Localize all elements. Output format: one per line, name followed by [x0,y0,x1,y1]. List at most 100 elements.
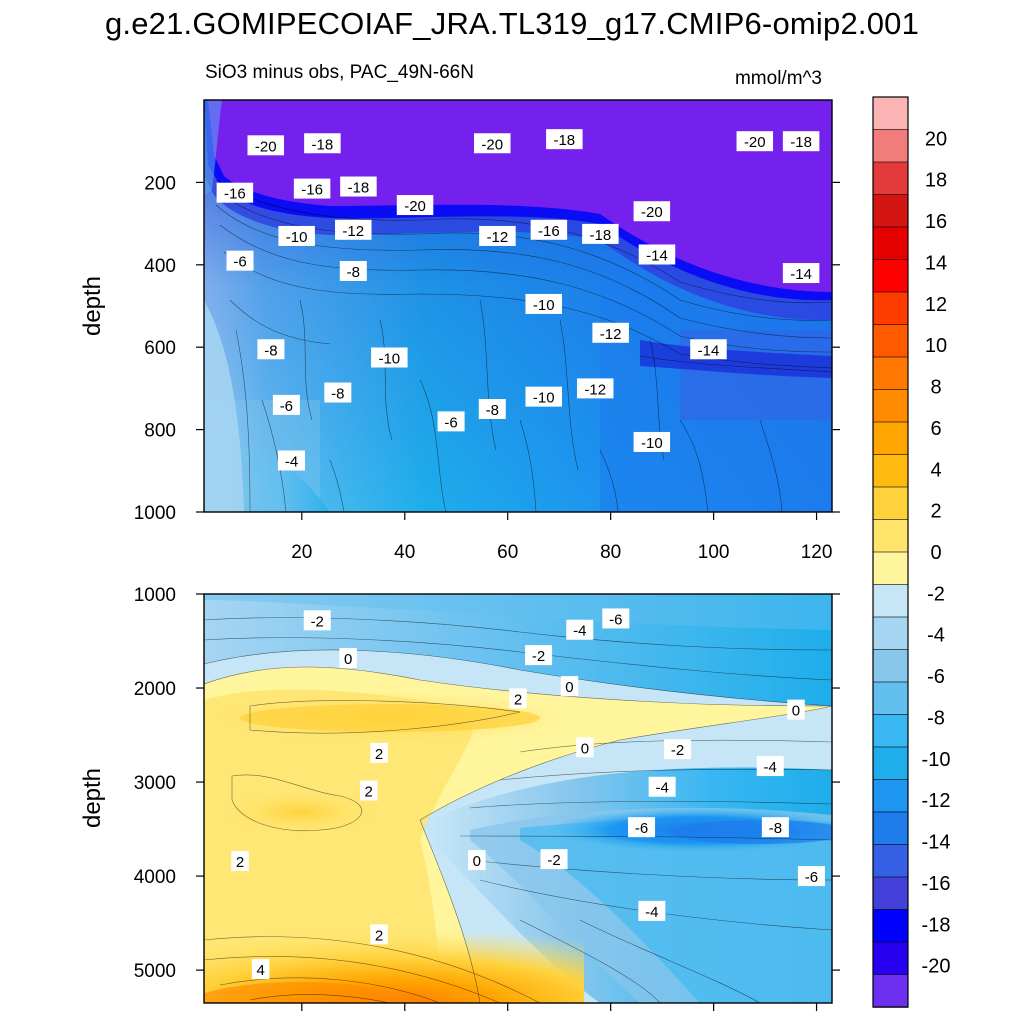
colorbar-swatch [872,649,909,683]
upper-contour-label: -6 [280,398,293,415]
upper-y-tick-label: 400 [144,256,176,277]
lower-contour-label-box [602,608,630,629]
colorbar-swatch [872,876,909,911]
upper-contour-label-box [546,129,583,150]
lower-contour-label: -4 [764,759,777,776]
upper-contour-label-box [278,450,306,471]
upper-contour-label-box [638,244,676,265]
upper-contour-label: -16 [224,186,246,203]
colorbar-label: -10 [922,749,951,771]
upper-contour-label-box [530,219,568,240]
lower-contour-label-box [251,959,270,980]
lower-contour-label-box [370,742,388,763]
colorbar-swatch [872,584,909,618]
colorbar-label: 2 [930,501,941,523]
upper-contour-label-box [633,431,671,452]
lower-plot-frame [203,593,833,1004]
upper-contour-label-box [576,378,614,399]
lower-contour-label-box [468,850,486,871]
upper-y-axis-title: depth [79,276,106,336]
lower-contour-label-box [540,849,568,870]
upper-contour-label-box [304,133,341,154]
upper-y-tick-label: 1000 [134,503,176,524]
lower-contour-label-box [628,817,656,838]
upper-contour-label-box [278,225,315,246]
colorbar-swatch [872,129,909,163]
upper-contour-label-box [371,347,408,368]
colorbar-swatch [872,551,909,586]
upper-contour-label-box [226,250,254,271]
lower-y-tick-label: 4000 [134,867,176,888]
lower-contour-label-box [664,739,692,760]
upper-contour-label: -14 [790,266,812,283]
colorbar-swatch [872,389,909,423]
lower-contour-label-box [648,776,676,797]
upper-contour-label: -10 [641,435,663,452]
colorbar-swatch [872,486,909,521]
upper-contour-label: -20 [641,204,663,221]
lower-contour-label: -2 [671,742,684,759]
upper-contour-label: -12 [600,326,622,343]
colorbar-swatch [872,844,909,878]
upper-contour-label: -10 [533,390,555,407]
lower-contour-labels: -2 -4 -6 0 -2 0 2 0 2 0 -2 -4 2 -4 -6 -8 2 0 -2 -6 -4 2 4 [231,608,825,980]
upper-contour-label-box [525,386,562,407]
upper-contour-label-box [339,260,367,281]
upper-contour-label-box [479,225,516,246]
upper-contour-label-box [324,382,352,403]
upper-contour-label-box [525,293,562,314]
upper-contour-label: -8 [347,264,360,281]
colorbar-swatch [872,616,909,651]
lower-contour-label-box [339,647,357,668]
upper-contour-label: -20 [255,138,277,155]
upper-contour-label-box [216,182,254,203]
lower-contour-label: 4 [256,962,264,979]
upper-x-tick-label: 60 [497,542,518,563]
colorbar-label: -18 [922,914,951,936]
lower-contour-label-box [576,737,594,758]
upper-contour-label: -8 [486,402,499,419]
lower-field [204,594,832,1003]
colorbar-swatch [872,356,909,391]
colorbar-label: 14 [925,252,947,274]
upper-contour-label: -18 [790,134,812,151]
lower-contour-label: 2 [375,927,383,944]
upper-contour-label-box [293,178,331,199]
upper-contour-label-box [396,195,434,216]
lower-y-axis-title: depth [79,768,106,828]
colorbar-swatch [872,746,909,781]
lower-contour-label-box [509,688,527,709]
colorbar: 20181614121086420-2-4-6-8-10-12-14-16-18… [872,96,951,1008]
lower-contour-label: -6 [609,611,622,628]
upper-contour-label-box [335,219,372,240]
upper-contour-label-box [478,399,506,419]
lower-contour-label: 2 [514,691,522,708]
colorbar-swatch [872,779,909,813]
lower-contour-label-box [525,645,553,666]
lower-contour-label: 2 [365,784,373,801]
colorbar-swatch [872,681,909,716]
upper-contour-label-box [272,394,300,415]
lower-contour-label: -4 [645,904,658,921]
lower-contour-label: 0 [344,651,352,668]
upper-contour-label-box [340,176,377,197]
upper-contour-label-box [782,263,820,284]
lower-contour-label: 2 [375,746,383,763]
upper-contour-label: -8 [264,342,277,359]
lower-contour-label-box [560,676,579,697]
colorbar-label: -8 [927,707,945,729]
upper-contour-label-box [247,135,285,156]
colorbar-swatch [872,259,909,293]
upper-contour-label-box [633,201,671,222]
upper-contour-label: -6 [444,414,457,431]
lower-contour-label: -2 [311,613,324,630]
panel-subtitle: SiO3 minus obs, PAC_49N-66N [205,62,474,83]
lower-contour-label: 2 [236,854,244,871]
colorbar-label: 4 [930,459,941,481]
lower-contour-label: 0 [565,679,573,696]
lower-y-tick-label: 1000 [134,585,176,606]
lower-contour-label: -4 [573,623,586,640]
lower-contour-label: 0 [792,703,800,720]
lower-contour-label: -2 [532,648,545,665]
